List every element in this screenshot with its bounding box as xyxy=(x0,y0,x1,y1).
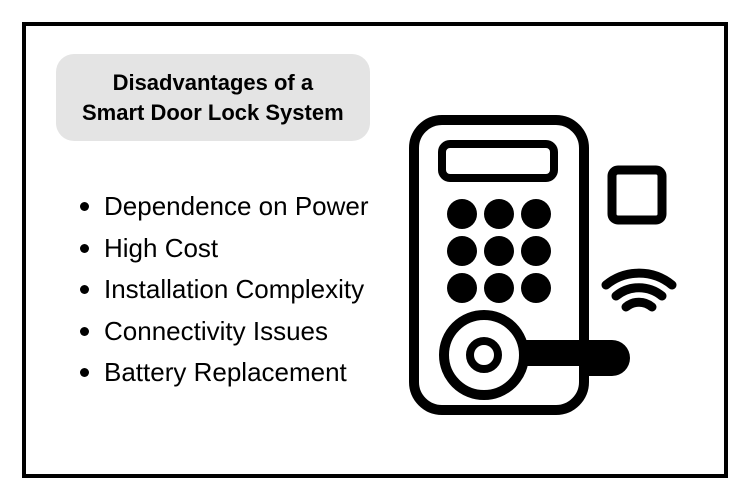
list-item: Dependence on Power xyxy=(70,186,369,228)
smart-lock-illustration xyxy=(394,110,684,430)
title-line-1: Disadvantages of a xyxy=(82,68,344,98)
smart-lock-icon xyxy=(394,110,684,430)
list-item: High Cost xyxy=(70,228,369,270)
canvas: Disadvantages of a Smart Door Lock Syste… xyxy=(0,0,750,500)
title-badge: Disadvantages of a Smart Door Lock Syste… xyxy=(56,54,370,141)
content-frame: Disadvantages of a Smart Door Lock Syste… xyxy=(22,22,728,478)
list-item: Installation Complexity xyxy=(70,269,369,311)
list-item: Connectivity Issues xyxy=(70,311,369,353)
disadvantages-list: Dependence on Power High Cost Installati… xyxy=(70,186,369,394)
list-item: Battery Replacement xyxy=(70,352,369,394)
title-line-2: Smart Door Lock System xyxy=(82,98,344,128)
